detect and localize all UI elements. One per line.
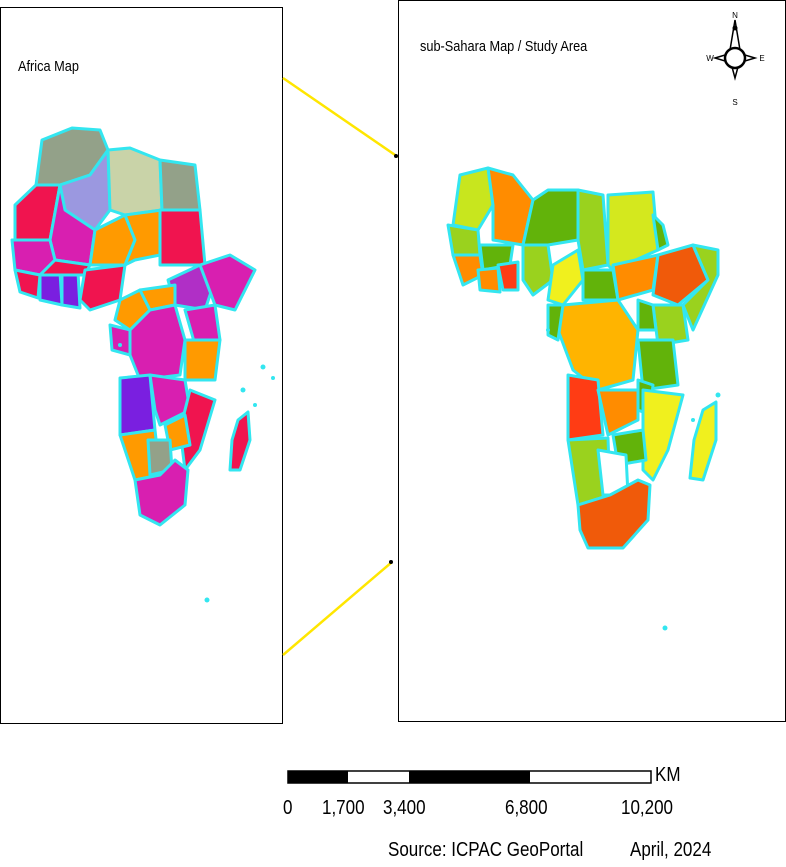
ss-drc [556,298,640,392]
ss-southafrica [576,478,652,550]
compass-west: W [706,54,714,63]
scale-tick-1: 1,700 [322,797,365,819]
compass-south: S [732,98,737,107]
region-tanzania [183,338,222,382]
study-area-title: sub-Sahara Map / Study Area [420,38,588,55]
date-text: April, 2024 [630,839,712,861]
ss-somalia [681,243,720,332]
compass-east: E [759,54,764,63]
ss-kenya [651,303,690,347]
source-text: Source: ICPAC GeoPortal [388,839,584,861]
africa-map [10,126,275,603]
ss-ivory [476,266,502,294]
ss-senegal [446,223,482,257]
region-sudan [158,208,207,267]
region-angola [118,373,157,437]
ss-eritrea [651,213,670,252]
ss-uganda [636,298,658,332]
ss-madagascar [688,400,718,482]
ss-nigeria [521,243,555,297]
region-libya [106,146,164,217]
region-southafrica [133,458,190,527]
compass-icon: N S W E [706,11,764,107]
region-gabon [108,323,132,357]
ss-tanzania [636,338,680,392]
scale-unit: KM [655,764,681,786]
africa-map-title: Africa Map [18,58,79,75]
region-zambia [148,373,192,427]
scale-tick-2: 3,400 [383,797,426,819]
region-egypt [158,158,202,212]
ss-ghana [496,260,520,292]
ss-ethiopia [651,243,710,307]
scale-tick-0: 0 [283,797,293,819]
scale-seg-3 [409,771,530,783]
region-guinea [13,268,42,300]
connector-top [282,76,399,159]
region-ivorycoast [38,270,64,307]
region-somalia [198,253,257,312]
sub-sahara-map [446,166,721,631]
ss-mauritania [451,166,495,232]
region-burkina [38,258,92,277]
scale-tick-4: 10,200 [621,797,673,819]
ss-cameroon [546,248,585,307]
scale-seg-1 [288,771,348,783]
ss-car [581,268,620,302]
region-madagascar [228,410,252,472]
connector-bottom [282,561,393,656]
compass-north: N [732,11,738,20]
ss-gabon [546,303,565,342]
ss-mozambique [641,388,685,482]
ss-zambia [596,388,640,437]
scale-tick-3: 6,800 [505,797,548,819]
region-nigeria [78,263,127,312]
region-drc [128,303,187,382]
ss-angola [566,373,605,442]
region-ghana [60,270,82,310]
ss-chad [576,188,610,272]
